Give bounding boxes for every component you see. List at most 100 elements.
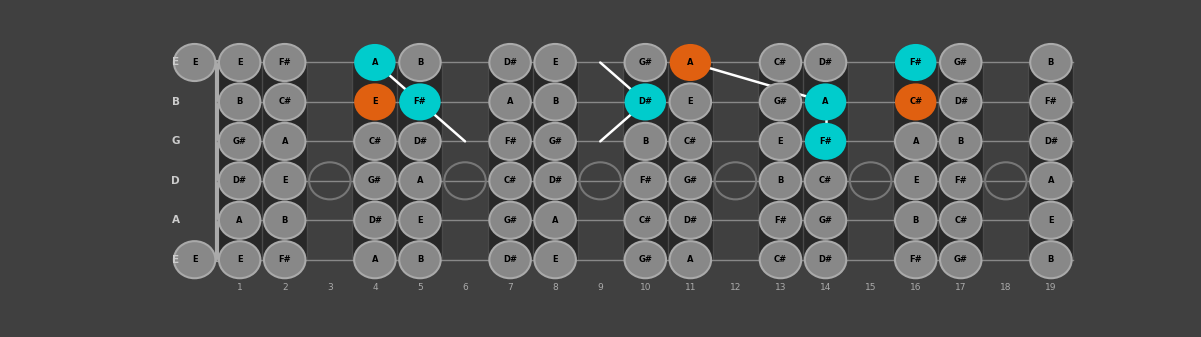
Text: G#: G# [548,137,562,146]
Text: F#: F# [503,137,516,146]
Ellipse shape [625,123,667,160]
Ellipse shape [895,162,937,200]
Ellipse shape [399,83,441,120]
Text: G#: G# [773,97,788,106]
Text: E: E [552,255,558,264]
Ellipse shape [534,123,576,160]
Text: B: B [417,58,423,67]
Ellipse shape [399,202,441,239]
Text: F#: F# [279,255,291,264]
Text: 4: 4 [372,283,377,293]
FancyBboxPatch shape [803,62,848,260]
Ellipse shape [264,241,305,278]
Text: B: B [1047,255,1054,264]
Text: 5: 5 [417,283,423,293]
Text: F#: F# [413,97,426,106]
FancyBboxPatch shape [262,62,307,260]
Text: B: B [913,216,919,225]
Text: D#: D# [233,176,246,185]
Text: 18: 18 [1000,283,1011,293]
Ellipse shape [670,83,711,120]
Ellipse shape [940,162,981,200]
Text: A: A [371,255,378,264]
Ellipse shape [670,44,711,81]
Text: D#: D# [638,97,652,106]
Ellipse shape [354,241,395,278]
Ellipse shape [895,44,937,81]
Text: F#: F# [955,176,967,185]
Text: 10: 10 [640,283,651,293]
FancyBboxPatch shape [668,62,713,260]
FancyBboxPatch shape [532,62,578,260]
Ellipse shape [1030,162,1071,200]
Ellipse shape [264,123,305,160]
Text: G#: G# [954,255,968,264]
Text: D#: D# [413,137,426,146]
Ellipse shape [219,241,261,278]
Text: 14: 14 [820,283,831,293]
Text: A: A [417,176,423,185]
Text: B: B [237,97,243,106]
Ellipse shape [670,202,711,239]
Text: B: B [552,97,558,106]
Text: 3: 3 [327,283,333,293]
Ellipse shape [264,44,305,81]
Ellipse shape [264,202,305,239]
Text: 6: 6 [462,283,468,293]
Text: E: E [417,216,423,225]
Text: D#: D# [368,216,382,225]
Text: D#: D# [548,176,562,185]
Text: E: E [237,255,243,264]
Text: E: E [282,176,287,185]
Ellipse shape [940,123,981,160]
Text: D#: D# [503,255,518,264]
Text: D#: D# [954,97,968,106]
Ellipse shape [895,123,937,160]
Text: B: B [957,137,964,146]
Ellipse shape [534,202,576,239]
FancyBboxPatch shape [1028,62,1074,260]
Text: C#: C# [909,97,922,106]
Ellipse shape [625,44,667,81]
Text: A: A [823,97,829,106]
Text: A: A [237,216,243,225]
Text: C#: C# [503,176,516,185]
Text: E: E [192,255,197,264]
Text: C#: C# [773,58,787,67]
Text: F#: F# [639,176,652,185]
Ellipse shape [625,162,667,200]
Ellipse shape [805,44,847,81]
Text: C#: C# [683,137,697,146]
Ellipse shape [489,202,531,239]
FancyBboxPatch shape [488,62,532,260]
Text: 7: 7 [507,283,513,293]
Text: 16: 16 [910,283,921,293]
FancyBboxPatch shape [758,62,803,260]
Text: C#: C# [369,137,382,146]
Text: A: A [281,137,288,146]
Text: D#: D# [683,216,698,225]
Text: D#: D# [819,58,832,67]
Ellipse shape [625,202,667,239]
Text: G#: G# [368,176,382,185]
Text: E: E [192,58,197,67]
Text: A: A [913,137,919,146]
Ellipse shape [489,123,531,160]
Text: B: B [1047,58,1054,67]
Text: 13: 13 [775,283,787,293]
Text: 12: 12 [730,283,741,293]
Text: E: E [913,176,919,185]
Ellipse shape [805,83,847,120]
Text: 17: 17 [955,283,967,293]
Text: 11: 11 [685,283,697,293]
Ellipse shape [534,162,576,200]
FancyBboxPatch shape [398,62,442,260]
Text: C#: C# [279,97,292,106]
Ellipse shape [489,162,531,200]
Text: A: A [1047,176,1054,185]
Ellipse shape [399,44,441,81]
Text: 15: 15 [865,283,877,293]
Text: G#: G# [639,58,652,67]
Text: B: B [777,176,784,185]
Ellipse shape [264,162,305,200]
